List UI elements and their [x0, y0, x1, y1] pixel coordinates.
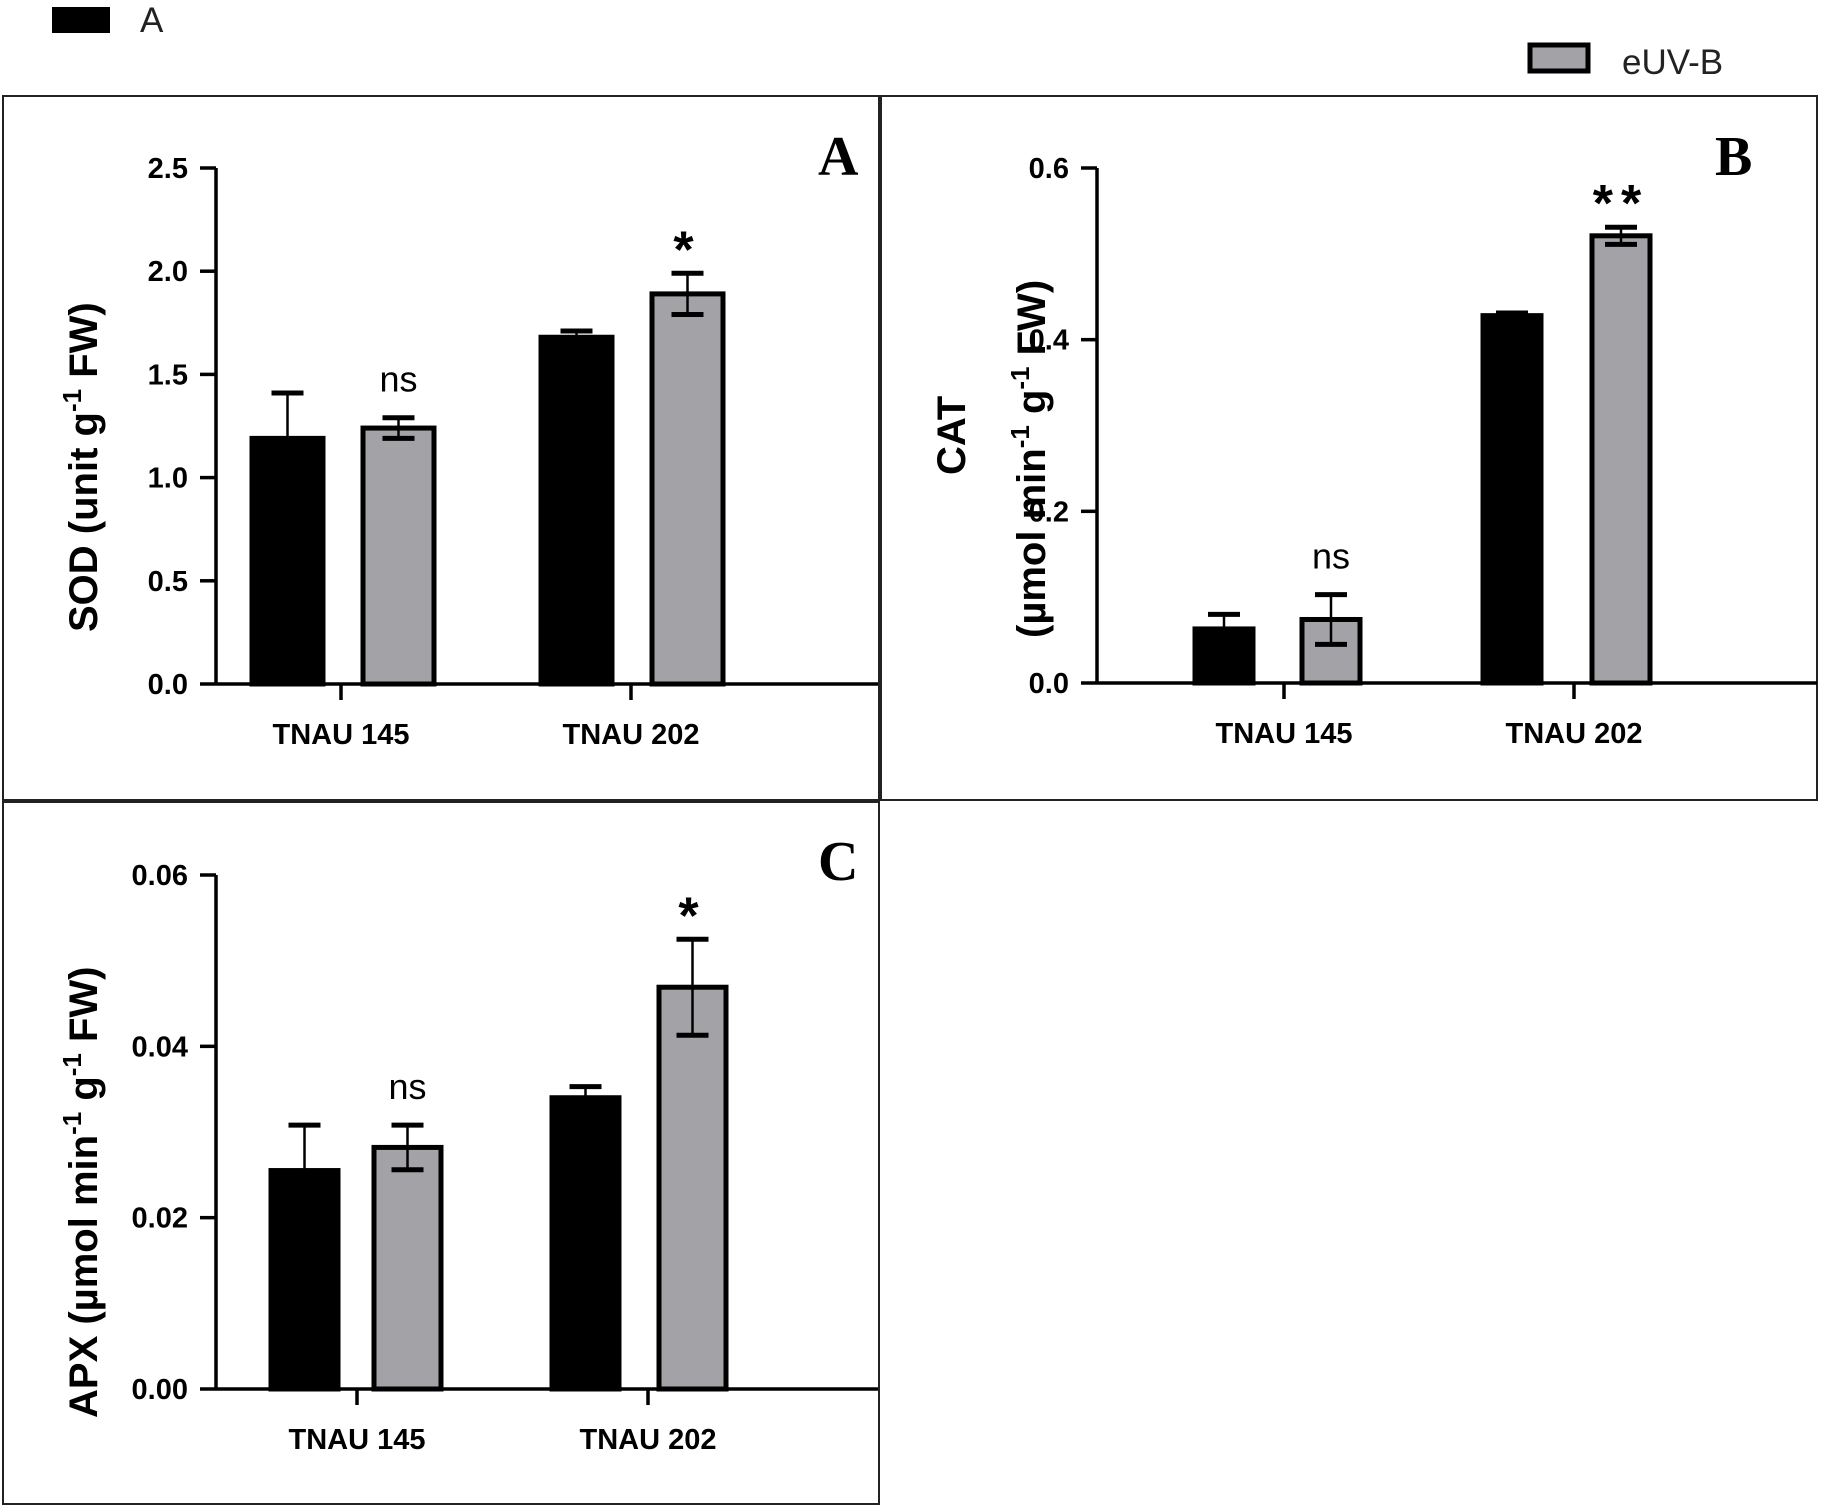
panel-c-bar-euvb-1	[371, 1144, 444, 1392]
panel-a: A SOD (unit g-1 FW) 0.0 0.5 1.0 1.5 2.0 2.5 TN…	[57, 126, 878, 751]
panel-b-x-tick-label: TNAU 202	[1506, 718, 1643, 750]
panel-a-bar-a-2	[538, 334, 615, 687]
panel-c-frame	[2, 801, 880, 1505]
panel-c-ylabel-sup: -1	[57, 1112, 87, 1135]
panel-a-y-tick-label: 0.0	[148, 669, 188, 701]
panel-b-ylabel-mid: g	[1010, 390, 1054, 426]
panel-letter-c: C	[818, 831, 858, 893]
panel-b-frame	[880, 95, 1818, 801]
panel-c-significance-label: *	[678, 887, 706, 945]
panel-c-y-tick-label: 0.04	[132, 1031, 188, 1063]
panel-b-ylabel-sup: -1	[1005, 425, 1035, 448]
panel-c-ylabel-main: APX (µmol min	[62, 1135, 106, 1418]
panel-c-y-tick-label: 0.00	[132, 1374, 188, 1406]
panel-a-y-tick-label: 0.5	[148, 566, 188, 598]
legend: A eUV-B	[52, 1, 1723, 82]
panel-c: C APX (µmol min-1 g-1 FW) 0.000.020.040.…	[57, 831, 878, 1456]
panel-c-bar-euvb-2	[656, 984, 729, 1392]
panel-c-x-tick-label: TNAU 202	[580, 1424, 717, 1456]
legend-swatch-a	[52, 7, 110, 33]
panel-a-significance-label: ns	[379, 359, 417, 400]
panel-letter-b: B	[1715, 126, 1752, 188]
panel-a-ylabel-main: SOD (unit g	[62, 412, 106, 632]
panel-b-y-tick-label: 0.2	[1029, 496, 1069, 528]
panel-c-x-tick-label: TNAU 145	[289, 1424, 426, 1456]
legend-label-euvb: eUV-B	[1622, 43, 1723, 82]
panel-a-ylabel-sup: -1	[57, 389, 87, 412]
panel-b-ylabel-main: (µmol min	[1010, 448, 1054, 638]
panel-b-y-tick-label: 0.6	[1029, 153, 1069, 185]
panel-a-y-tick-label: 1.5	[148, 359, 188, 391]
panel-letter-a: A	[818, 126, 859, 188]
panel-c-y-tick-label: 0.06	[132, 860, 188, 892]
panel-b-y-tick-label: 0.4	[1029, 325, 1069, 357]
panel-b-bar-a-2	[1480, 313, 1544, 686]
panel-a-bar-euvb-2	[649, 291, 726, 687]
panel-b-bar-euvb-2	[1589, 233, 1653, 686]
panel-a-frame	[2, 95, 880, 801]
panel-c-y-axis-label: APX (µmol min-1 g-1 FW)	[57, 967, 106, 1419]
panel-b: B CAT (µmol min-1 g-1 FW) 0.00.20.40.6TN…	[930, 126, 1817, 750]
panel-a-y-tick-label: 2.5	[148, 153, 188, 185]
panel-a-y-tick-label: 2.0	[148, 256, 188, 288]
panel-a-bar-euvb-1	[360, 425, 437, 687]
panel-c-y-tick-label: 0.02	[132, 1203, 188, 1235]
panel-b-ylabel-tail: FW)	[1010, 280, 1054, 367]
panel-a-ylabel-tail: FW)	[62, 302, 106, 389]
panel-c-ylabel-mid: g	[62, 1076, 106, 1112]
panel-c-ylabel-sup2: -1	[57, 1053, 87, 1076]
panel-c-bar-a-2	[549, 1095, 622, 1392]
panel-a-y-axis-label: SOD (unit g-1 FW)	[57, 302, 106, 632]
legend-label-a: A	[140, 1, 164, 40]
panel-b-ylabel-sup2: -1	[1005, 366, 1035, 389]
panel-a-y-tick-label: 1.0	[148, 463, 188, 495]
panel-b-x-tick-label: TNAU 145	[1216, 718, 1353, 750]
panel-b-significance-label: ns	[1312, 536, 1350, 577]
panel-a-significance-label: *	[673, 221, 701, 279]
panel-a-x-tick-label: TNAU 145	[273, 719, 410, 751]
panel-b-significance-label: **	[1593, 175, 1649, 233]
panel-b-y-tick-label: 0.0	[1029, 668, 1069, 700]
legend-swatch-euvb	[1527, 42, 1591, 74]
panel-c-significance-label: ns	[388, 1066, 426, 1107]
panel-b-y-axis-label-line2: (µmol min-1 g-1 FW)	[1005, 280, 1054, 638]
panel-c-ylabel-tail: FW)	[62, 967, 106, 1054]
panel-a-x-tick-label: TNAU 202	[563, 719, 700, 751]
panel-b-y-axis-label-line1: CAT	[930, 396, 974, 475]
